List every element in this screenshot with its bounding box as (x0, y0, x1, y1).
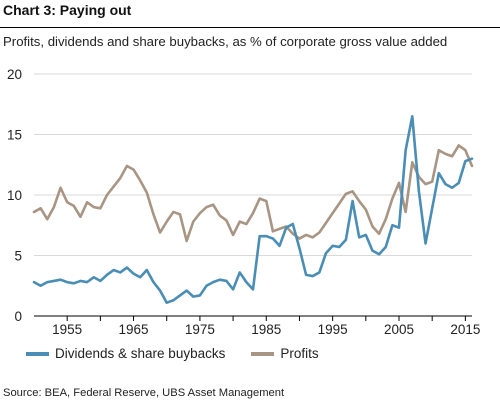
chart-title: Chart 3: Paying out (3, 2, 132, 18)
title-divider (0, 27, 500, 28)
x-tick-label-1955: 1955 (52, 322, 82, 337)
x-tick-label-1965: 1965 (119, 322, 149, 337)
y-tick-label-15: 15 (7, 128, 22, 143)
legend-item-profits: Profits (251, 346, 319, 361)
legend-label-profits: Profits (280, 346, 319, 361)
source-note: Source: BEA, Federal Reserve, UBS Asset … (3, 387, 285, 399)
y-tick-label-5: 5 (14, 249, 22, 264)
y-tick-label-10: 10 (7, 188, 22, 203)
x-tick-label-2005: 2005 (384, 322, 414, 337)
y-tick-label-20: 20 (7, 67, 22, 82)
x-tick-label-1985: 1985 (251, 322, 281, 337)
chart-subtitle: Profits, dividends and share buybacks, a… (3, 34, 448, 49)
series-line-dividends (32, 115, 474, 304)
legend-swatch-dividends (26, 351, 49, 356)
series-line-profits (32, 144, 474, 243)
y-tick-label-0: 0 (14, 309, 22, 324)
legend-item-dividends: Dividends & share buybacks (26, 346, 225, 361)
x-tick-label-2015: 2015 (450, 322, 480, 337)
legend: Dividends & share buybacks Profits (26, 346, 345, 361)
x-tick-label-1975: 1975 (185, 322, 215, 337)
legend-swatch-profits (251, 351, 275, 356)
x-tick-label-1995: 1995 (318, 322, 348, 337)
legend-label-dividends: Dividends & share buybacks (55, 346, 226, 361)
